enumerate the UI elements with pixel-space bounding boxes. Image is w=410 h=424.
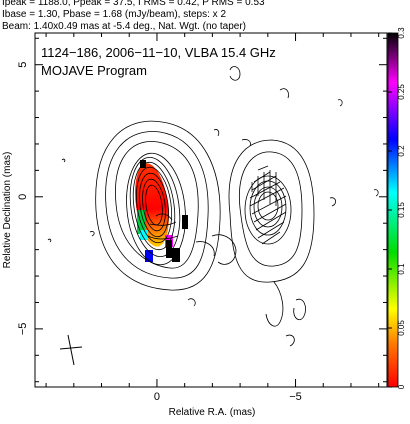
map-image <box>47 66 379 366</box>
colorbar-tick-label: 0 <box>397 384 406 389</box>
header-line-3: Beam: 1.40x0.49 mas at -5.4 deg., Nat. W… <box>2 21 247 32</box>
axis-ticks <box>35 33 387 387</box>
program-label: MOJAVE Program <box>41 63 147 78</box>
core-contours <box>95 120 237 291</box>
colorbar-tick: 0 <box>388 384 406 389</box>
polarization-patch-cyan <box>140 230 148 240</box>
colorbar-tick: 0.3 <box>388 27 406 39</box>
colorbar-ticks: 0 0.05 0.1 0.15 0.2 0.25 0.3 <box>388 27 406 389</box>
colorbar-tick-label: 0.3 <box>397 27 406 39</box>
source-label: 1124−186, 2006−11−10, VLBA 15.4 GHz <box>41 45 276 60</box>
polarization-patch-blue <box>145 250 153 262</box>
y-tick-label: −5 <box>17 323 29 336</box>
x-tick-label: 0 <box>154 391 160 403</box>
x-tick-label: −5 <box>289 391 302 403</box>
colorbar-tick-label: 0.05 <box>397 320 406 336</box>
beam-marker <box>59 334 83 366</box>
colorbar-tick-label: 0.1 <box>397 263 406 275</box>
colorbar-tick: 0.15 <box>388 202 406 218</box>
colorbar-tick-label: 0.15 <box>397 202 406 218</box>
colorbar-tick: 0.25 <box>388 84 406 100</box>
colorbar-tick: 0.1 <box>388 263 406 275</box>
colorbar-tick-label: 0.2 <box>397 145 406 157</box>
header-line-2: Ibase = 1.30, Pbase = 1.68 (mJy/beam), s… <box>2 9 227 20</box>
plot-frame <box>34 32 388 388</box>
evpa-vectors <box>249 165 287 245</box>
colorbar-tick: 0.05 <box>388 320 406 336</box>
y-tick-label: 0 <box>17 194 29 200</box>
axis-tick-labels: 0 −5 5 0 −5 <box>17 62 302 403</box>
polarization-patch-black-1 <box>166 240 172 258</box>
polarization-patch-green <box>137 210 145 234</box>
jet-contours <box>187 66 343 347</box>
colorbar-tick-label: 0.25 <box>397 84 406 100</box>
y-axis-title: Relative Declination (mas) <box>2 152 13 269</box>
colorbar-tick: 0.2 <box>388 145 406 157</box>
y-tick-label: 5 <box>17 62 29 68</box>
noise-contours <box>47 158 379 243</box>
x-axis-title: Relative R.A. (mas) <box>169 407 256 418</box>
header-line-1: Ipeak = 1188.0, Ppeak = 37.5, I RMS = 0.… <box>2 0 265 8</box>
